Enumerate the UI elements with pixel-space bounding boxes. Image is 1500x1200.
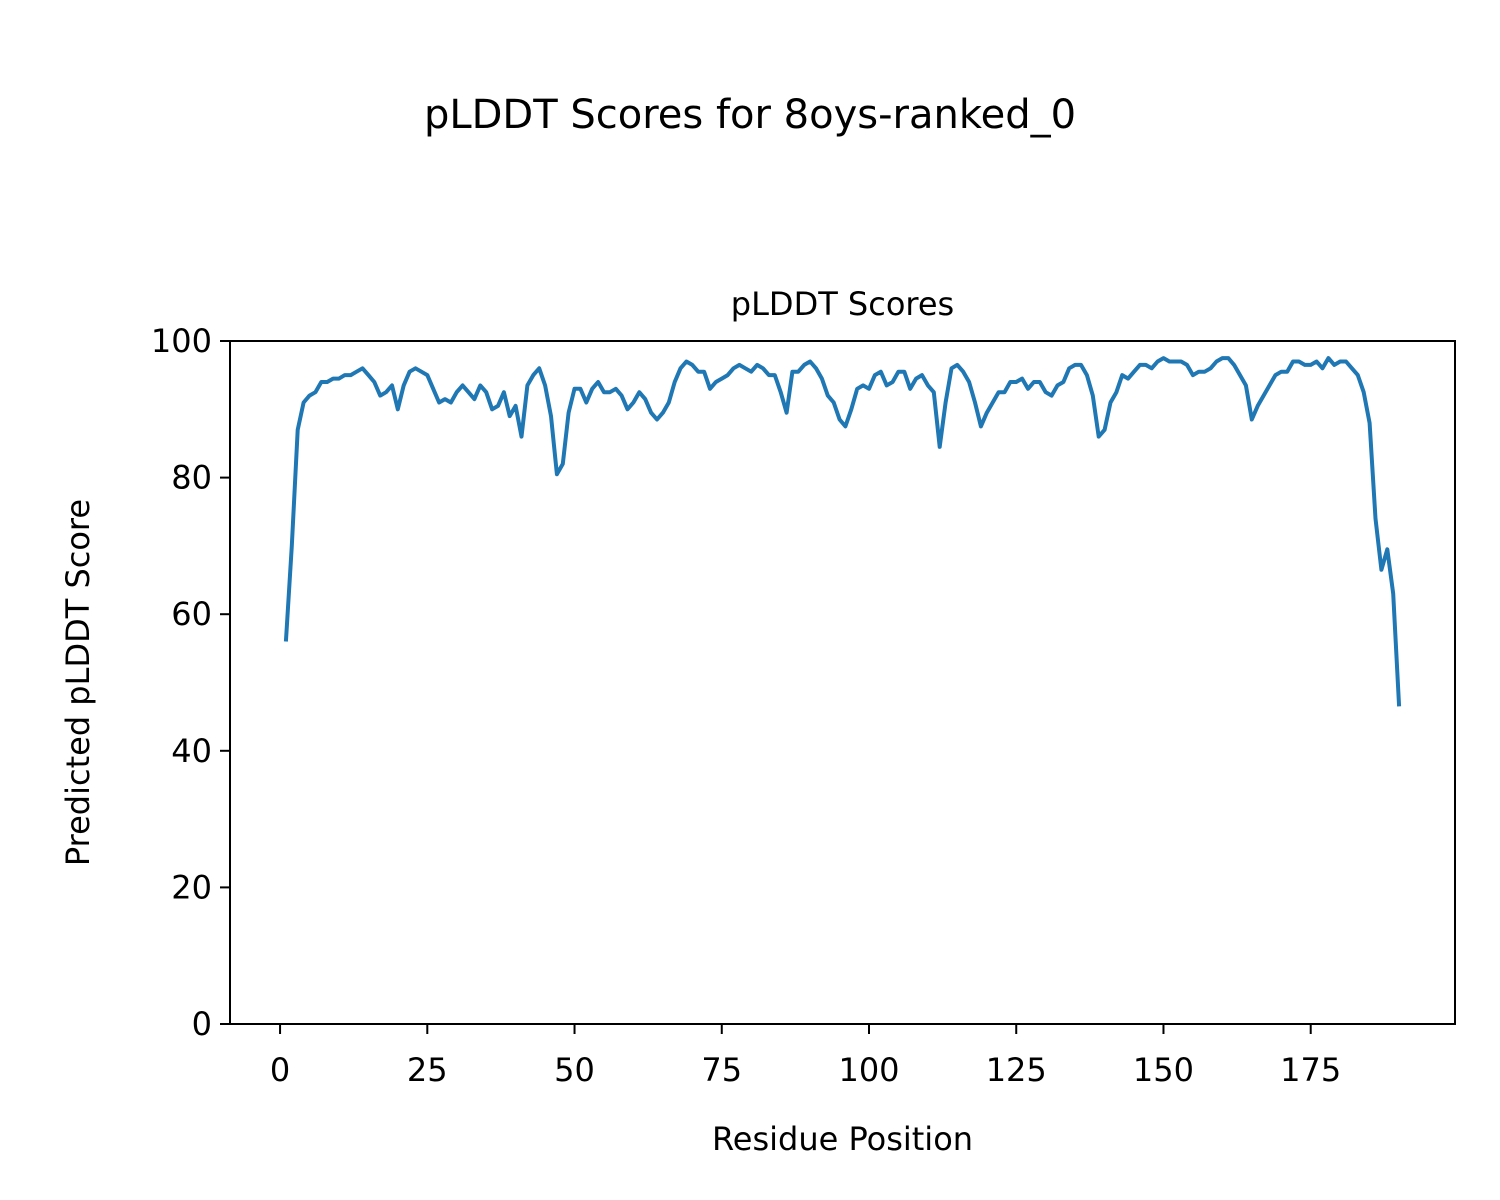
y-tick-label: 40 [171,732,212,770]
y-tick-label: 100 [151,322,212,360]
x-tick-label: 150 [1133,1051,1194,1089]
x-tick-label: 25 [407,1051,448,1089]
x-tick-label: 75 [701,1051,742,1089]
x-tick-label: 0 [270,1051,290,1089]
figure-title: pLDDT Scores for 8oys-ranked_0 [423,92,1077,138]
y-tick-label: 60 [171,595,212,633]
y-tick-label: 20 [171,868,212,906]
plot-subtitle: pLDDT Scores [731,285,954,323]
x-tick-label: 175 [1280,1051,1341,1089]
y-tick-label: 80 [171,459,212,497]
y-axis-label: Predicted pLDDT Score [59,499,97,866]
axis-ticks: 0 25 50 75 100 125 150 175 0 20 40 60 80 100 [151,322,1341,1089]
plot-frame [229,340,1456,1025]
x-tick-label: 125 [986,1051,1047,1089]
y-tick-label: 0 [192,1005,212,1043]
x-tick-label: 50 [554,1051,595,1089]
series-layer [283,356,1402,707]
plddt-series-line [283,356,1402,707]
x-tick-label: 100 [838,1051,899,1089]
x-axis-label: Residue Position [712,1120,973,1158]
